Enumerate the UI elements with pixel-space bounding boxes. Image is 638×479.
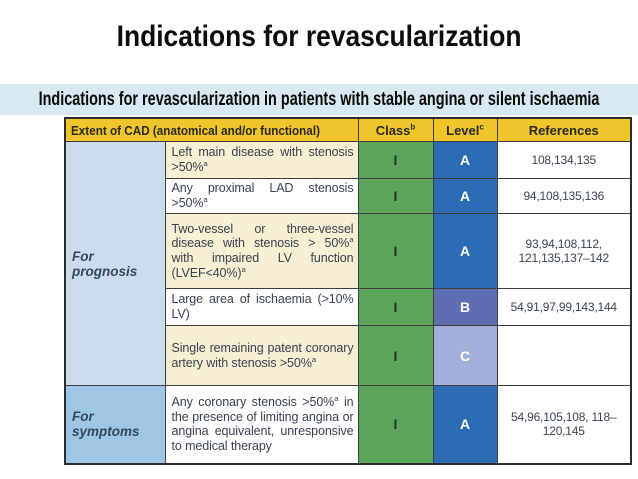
indication-cell: Large area of ischaemia (>10% LV)	[164, 288, 359, 326]
level-cell: C	[432, 325, 498, 386]
indication-cell: Left main disease with stenosis >50%a	[164, 141, 359, 179]
indication-cell: Any coronary stenosis >50%a in the prese…	[164, 385, 359, 464]
group-cell-symptoms: For symptoms	[64, 385, 166, 464]
class-cell: I	[357, 213, 434, 289]
class-cell: I	[357, 141, 434, 179]
table-row: Two-vessel or three-vessel disease with …	[65, 213, 632, 289]
class-cell: I	[357, 385, 434, 464]
references-cell: 93,94,108,112, 121,135,137–142	[496, 213, 632, 289]
class-cell: I	[357, 178, 434, 214]
table-row: Large area of ischaemia (>10% LV) I B 54…	[65, 288, 632, 326]
indication-cell: Two-vessel or three-vessel disease with …	[164, 213, 359, 289]
level-cell: A	[432, 178, 498, 214]
indication-cell: Single remaining patent coronary artery …	[164, 325, 359, 386]
level-cell: A	[432, 385, 498, 464]
references-cell: 54,96,105,108, 118–120,145	[496, 385, 632, 464]
level-cell: A	[432, 213, 498, 289]
class-cell: I	[357, 288, 434, 326]
col-header-class: Classb	[357, 117, 434, 142]
table-row: Single remaining patent coronary artery …	[65, 325, 632, 386]
table-row: Any proximal LAD stenosis >50%a I A 94,1…	[65, 178, 632, 214]
group-cell-prognosis: For prognosis	[64, 141, 166, 386]
table-row: For symptoms Any coronary stenosis >50%a…	[64, 385, 632, 464]
class-cell: I	[357, 325, 434, 386]
references-cell: 54,91,97,99,143,144	[496, 288, 632, 326]
table-caption-banner: Indications for revascularization in pat…	[0, 84, 638, 115]
references-cell: 94,108,135,136	[496, 178, 632, 214]
table-row: For prognosis Left main disease with ste…	[64, 141, 632, 386]
indications-table: Extent of CAD (anatomical and/or functio…	[64, 117, 632, 465]
page-title-text: Indications for revascularization	[116, 20, 522, 53]
table-header-row: Extent of CAD (anatomical and/or functio…	[64, 117, 632, 142]
col-header-extent-text: Extent of CAD (anatomical and/or functio…	[71, 122, 320, 138]
level-cell: B	[432, 288, 498, 326]
references-cell: 108,134,135	[496, 141, 632, 179]
page-title: Indications for revascularization	[0, 20, 638, 54]
col-header-level: Levelc	[432, 117, 498, 142]
col-header-extent-of-cad: Extent of CAD (anatomical and/or functio…	[64, 117, 359, 142]
indication-cell: Any proximal LAD stenosis >50%a	[164, 178, 359, 214]
table-caption-text: Indications for revascularization in pat…	[38, 88, 600, 110]
references-cell	[496, 325, 632, 386]
col-header-references: References	[496, 117, 632, 142]
level-cell: A	[432, 141, 498, 179]
